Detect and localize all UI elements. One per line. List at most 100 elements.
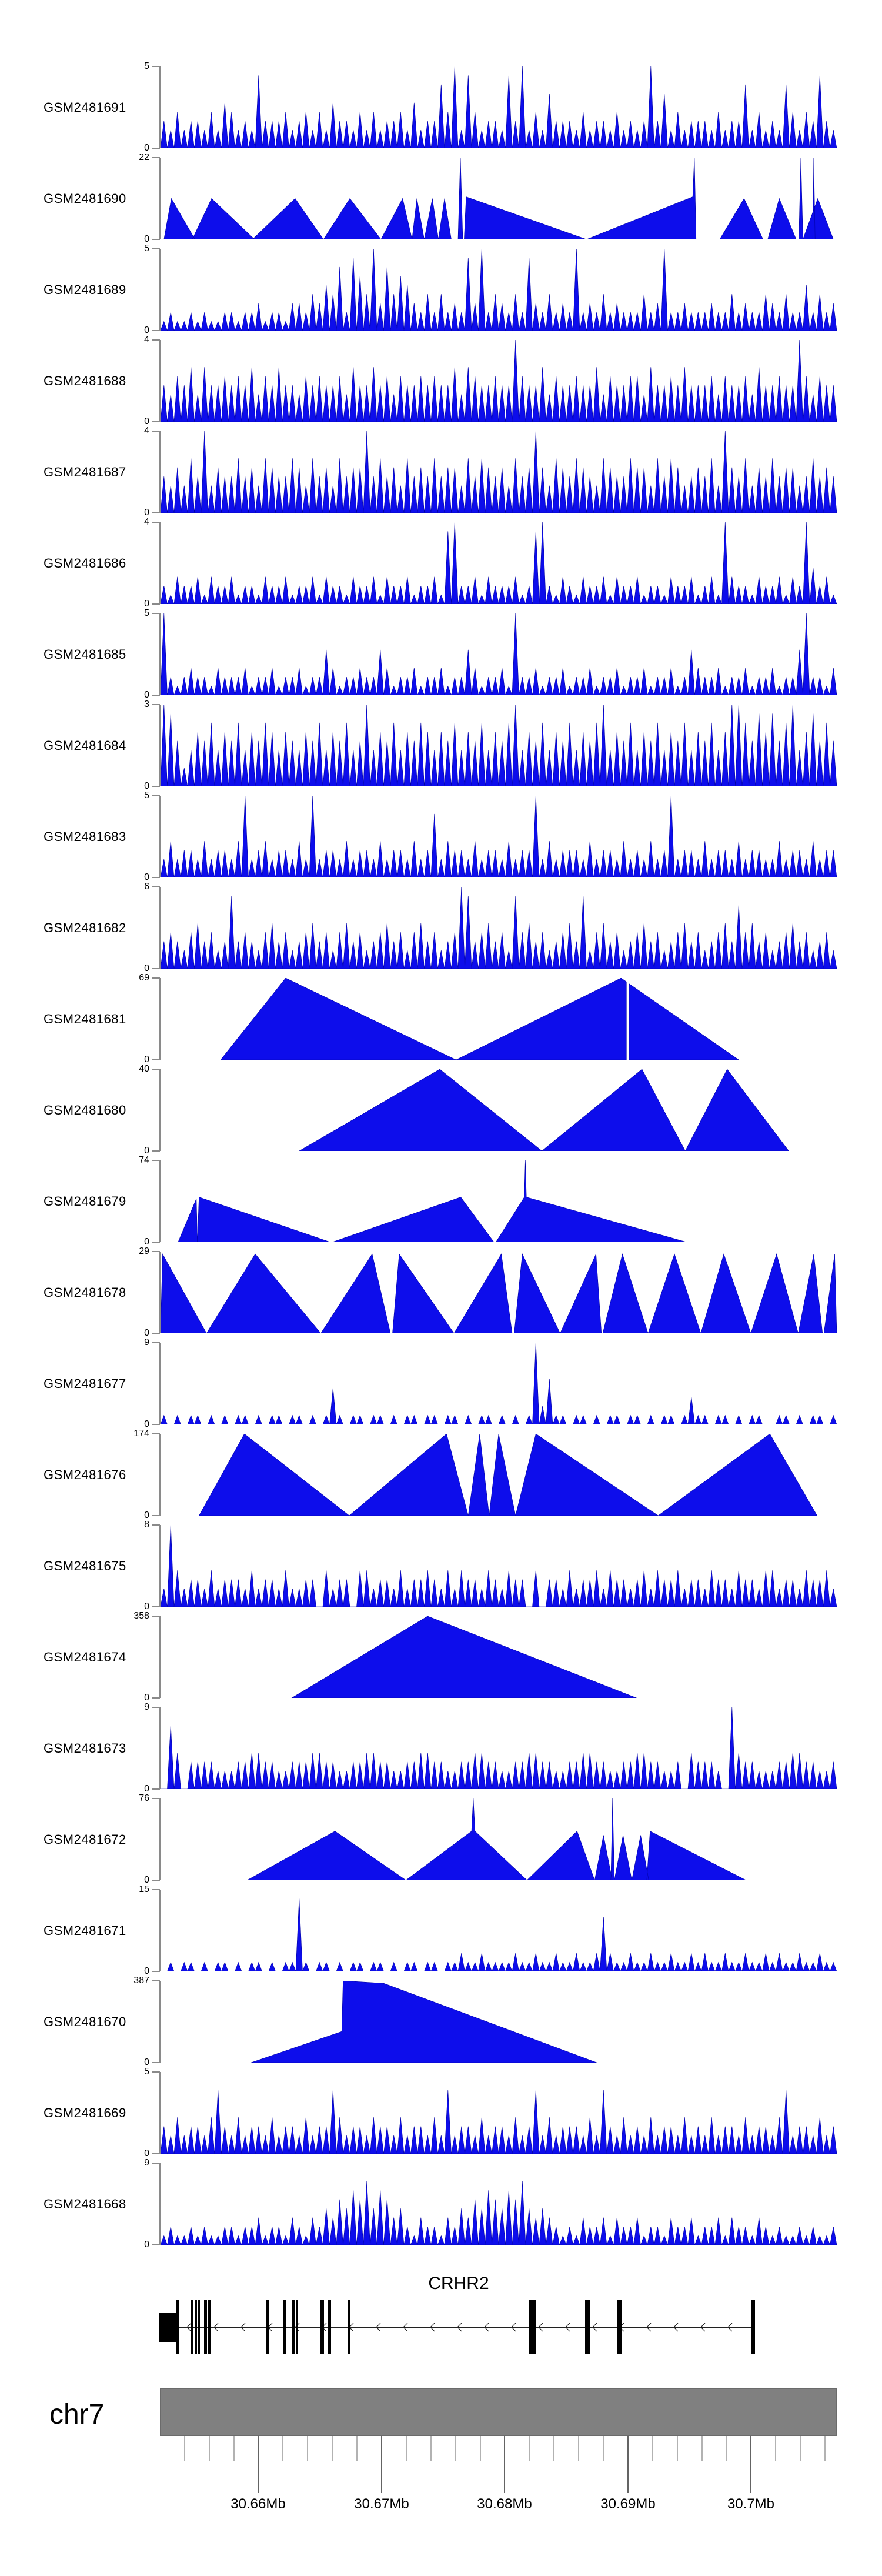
strand-arrow-icon [538, 2323, 543, 2332]
y-axis-value: 9 [144, 2158, 149, 2168]
strand-arrow-icon [430, 2323, 435, 2332]
strand-arrow-icon [727, 2323, 733, 2332]
y-axis-tick [152, 695, 160, 696]
y-axis-value: 0 [144, 1784, 149, 1794]
strand-arrow-icon [403, 2323, 408, 2332]
exon-bar [204, 2300, 207, 2354]
y-axis-value: 0 [144, 599, 149, 609]
coverage-signal [161, 249, 837, 331]
y-axis-value: 29 [139, 1246, 149, 1256]
y-axis-tick [152, 1433, 160, 1434]
y-axis-tick [152, 2062, 160, 2063]
exon-bar [208, 2300, 211, 2354]
y-axis-value: 74 [139, 1155, 149, 1165]
y-axis-tick [152, 157, 160, 158]
strand-arrow-icon [700, 2323, 706, 2332]
y-axis-tick [152, 1889, 160, 1890]
y-axis-tick [152, 886, 160, 887]
y-axis-value: 5 [144, 608, 149, 618]
track-label: GSM2481668 [44, 2196, 126, 2211]
track-label: GSM2481688 [44, 373, 126, 388]
y-axis-tick [152, 704, 160, 705]
coverage-plot [161, 887, 837, 969]
y-axis-line [159, 1160, 161, 1242]
y-axis-value: 76 [139, 1793, 149, 1803]
exon-bar [320, 2300, 324, 2354]
y-axis-value: 6 [144, 882, 149, 892]
coverage-signal [161, 796, 837, 877]
track-label: GSM2481680 [44, 1102, 126, 1117]
coverage-signal [161, 66, 837, 148]
exon-bar [617, 2300, 622, 2354]
y-axis-tick [152, 2153, 160, 2154]
y-axis-tick [152, 2163, 160, 2164]
y-axis-tick [152, 339, 160, 341]
y-axis-value: 0 [144, 1875, 149, 1885]
y-axis-value: 0 [144, 234, 149, 244]
coverage-signal [161, 431, 837, 513]
coverage-signal [161, 2181, 837, 2245]
genome-axis-ticks [184, 2436, 826, 2493]
track-label: GSM2481675 [44, 1558, 126, 1573]
y-axis-value: 0 [144, 2148, 149, 2158]
y-axis-value: 9 [144, 1702, 149, 1712]
track-label: GSM2481676 [44, 1467, 126, 1482]
coverage-plot [163, 158, 834, 239]
exon-bar [266, 2300, 269, 2354]
coverage-plot [299, 1069, 789, 1151]
y-axis-line [159, 1890, 161, 1971]
y-axis-line [159, 1525, 161, 1607]
y-axis-tick [152, 1069, 160, 1070]
y-axis-value: 0 [144, 508, 149, 518]
y-axis-tick [152, 877, 160, 878]
y-axis-tick [152, 1160, 160, 1161]
exon-bar [195, 2300, 197, 2354]
strand-arrow-icon [673, 2323, 679, 2332]
y-axis-value: 358 [133, 1611, 149, 1621]
coverage-plot [161, 340, 837, 422]
coverage-plot [161, 522, 837, 604]
exon-bar [751, 2300, 755, 2354]
coverage-plot [161, 66, 837, 148]
y-axis-tick [152, 1342, 160, 1343]
coverage-plot [251, 1981, 597, 2063]
axis-tick-label: 30.7Mb [727, 2496, 775, 2512]
track-label: GSM2481678 [44, 1284, 126, 1300]
y-axis-tick [152, 1798, 160, 1799]
chromosome-name-label: chr7 [49, 2399, 105, 2430]
y-axis-tick [152, 977, 160, 979]
track-label: GSM2481682 [44, 920, 126, 935]
coverage-signal [161, 1525, 837, 1607]
strand-arrow-icon [186, 2323, 192, 2332]
coverage-signal [246, 1798, 747, 1880]
strand-arrow-icon [376, 2323, 381, 2332]
y-axis-line [159, 2163, 161, 2245]
y-axis-line [159, 1616, 161, 1698]
track-label: GSM2481670 [44, 2014, 126, 2029]
coverage-plot [199, 1434, 817, 1516]
y-axis-tick [152, 2071, 160, 2073]
y-axis-value: 0 [144, 325, 149, 335]
y-axis-value: 0 [144, 1510, 149, 1520]
strand-arrow-icon [646, 2323, 652, 2332]
y-axis-value: 5 [144, 243, 149, 253]
y-axis-line [159, 1981, 161, 2063]
utr-box [159, 2313, 179, 2342]
exon-bar [585, 2300, 590, 2354]
track-label: GSM2481672 [44, 1831, 126, 1847]
y-axis-tick [152, 421, 160, 422]
coverage-plot [161, 249, 837, 331]
y-axis-line [159, 1798, 161, 1880]
y-axis-value: 0 [144, 1146, 149, 1156]
y-axis-value: 0 [144, 1328, 149, 1338]
exon-bar [283, 2300, 286, 2354]
coverage-plot [161, 2181, 837, 2245]
coverage-signal [161, 1898, 837, 1971]
coverage-signal [220, 978, 739, 1060]
y-axis-value: 0 [144, 1966, 149, 1976]
y-axis-value: 0 [144, 1693, 149, 1703]
y-axis-value: 387 [133, 1976, 149, 1986]
gene-name-label: CRHR2 [428, 2274, 489, 2293]
axis-tick-label: 30.69Mb [600, 2496, 656, 2512]
axis-tick-label: 30.66Mb [230, 2496, 286, 2512]
